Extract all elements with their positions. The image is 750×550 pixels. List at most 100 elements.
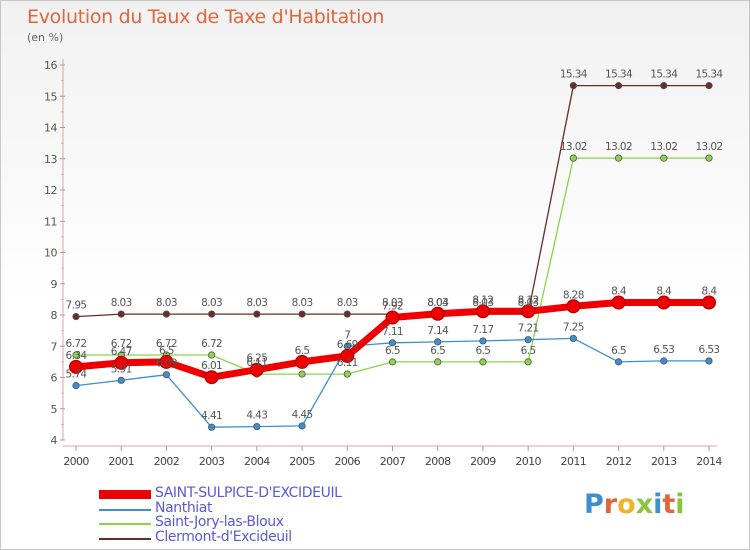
legend-label: Saint-Jory-las-Bloux (155, 514, 284, 530)
data-label: 6.69 (337, 339, 358, 351)
y-tick-label: 16 (44, 59, 57, 72)
data-label: 8.03 (472, 297, 493, 309)
data-label: 7.92 (382, 301, 403, 313)
data-label: 6.25 (246, 353, 267, 365)
data-label: 8.4 (656, 286, 672, 298)
x-tick-label: 2009 (470, 455, 496, 468)
data-point (72, 312, 80, 321)
y-tick-label: 13 (44, 153, 57, 166)
data-point (614, 82, 623, 90)
data-point (475, 304, 490, 319)
data-point (660, 154, 668, 162)
series-line (75, 84, 709, 318)
data-point (388, 339, 397, 347)
data-label: 8.4 (611, 286, 627, 298)
data-point (614, 154, 623, 162)
data-label: 7 (344, 329, 350, 341)
y-tick-label: 8 (51, 309, 58, 322)
data-label: 8.03 (518, 297, 539, 309)
data-point (298, 422, 306, 430)
data-label: 8.12 (472, 294, 493, 306)
data-point (660, 357, 668, 365)
y-tick-label: 11 (44, 215, 57, 228)
data-label: 13.02 (650, 141, 677, 153)
data-label: 6.5 (430, 345, 445, 357)
data-label: 7.21 (518, 323, 539, 335)
data-point (479, 337, 487, 345)
y-tick-label: 4 (51, 434, 58, 447)
legend-label: Clermont-d'Excideuil (155, 528, 292, 545)
data-point (159, 354, 174, 369)
data-point (701, 295, 716, 310)
x-tick-label: 2007 (380, 455, 406, 468)
data-label: 6.53 (653, 344, 674, 356)
data-point (114, 355, 129, 370)
logo-letter: o (617, 489, 636, 520)
data-label: 6.47 (111, 346, 132, 358)
logo-letter: i (675, 489, 685, 520)
data-point (340, 348, 355, 363)
data-label: 8.03 (201, 297, 222, 309)
data-label: 7.11 (382, 326, 403, 338)
data-point (656, 295, 671, 310)
data-point (298, 370, 306, 378)
data-point (253, 310, 261, 318)
y-tick-label: 12 (44, 184, 57, 197)
data-label: 7.17 (472, 324, 493, 336)
data-point (69, 359, 83, 374)
x-tick-label: 2014 (696, 455, 722, 468)
data-point (385, 310, 400, 325)
data-label: 6.72 (66, 338, 87, 350)
legend-label: Nanthiat (155, 499, 213, 516)
x-tick-label: 2001 (108, 455, 134, 468)
data-point (72, 382, 80, 390)
data-point (434, 338, 442, 346)
legend-swatch (99, 508, 151, 511)
data-label: 6.11 (337, 357, 358, 369)
data-point (204, 370, 219, 385)
x-tick-label: 2000 (63, 455, 89, 468)
data-point (117, 376, 125, 384)
y-tick-label: 5 (51, 403, 58, 416)
x-tick-label: 2013 (651, 455, 677, 468)
data-point (479, 358, 487, 366)
legend-swatch (99, 537, 151, 540)
data-label: 6.72 (201, 338, 222, 350)
y-tick-label: 9 (51, 278, 58, 291)
y-tick-label: 14 (44, 122, 57, 135)
data-point (524, 336, 532, 344)
logo-letter: r (603, 489, 618, 520)
x-tick-label: 2003 (199, 455, 225, 468)
data-point (208, 310, 216, 318)
data-point (566, 299, 581, 314)
data-label: 6.5 (475, 345, 490, 357)
y-tick-label: 15 (44, 90, 57, 103)
data-point (343, 310, 351, 318)
data-label: 8.4 (702, 286, 718, 298)
data-label: 6.72 (111, 338, 132, 350)
x-tick-label: 2012 (606, 455, 632, 468)
data-point (434, 358, 442, 366)
data-label: 6.01 (201, 360, 222, 372)
data-point (117, 310, 125, 318)
data-point (705, 82, 713, 90)
data-label: 6.09 (156, 358, 177, 370)
logo-letter: x (635, 489, 654, 520)
data-point (611, 295, 626, 310)
data-point (705, 154, 713, 162)
x-tick-label: 2008 (425, 455, 451, 468)
x-tick-label: 2011 (561, 455, 587, 468)
logo-letter: P (584, 489, 604, 520)
y-tick-label: 10 (44, 247, 57, 260)
data-point (388, 358, 397, 366)
data-label: 6.5 (611, 345, 626, 357)
data-label: 7.95 (66, 300, 87, 312)
data-label: 4.45 (292, 409, 313, 421)
data-point (298, 310, 306, 318)
data-label: 8.03 (337, 297, 358, 309)
data-label: 15.34 (695, 69, 723, 81)
x-tick-label: 2006 (334, 455, 360, 468)
page-subtitle: (en %) (27, 31, 64, 44)
data-point (705, 357, 713, 365)
